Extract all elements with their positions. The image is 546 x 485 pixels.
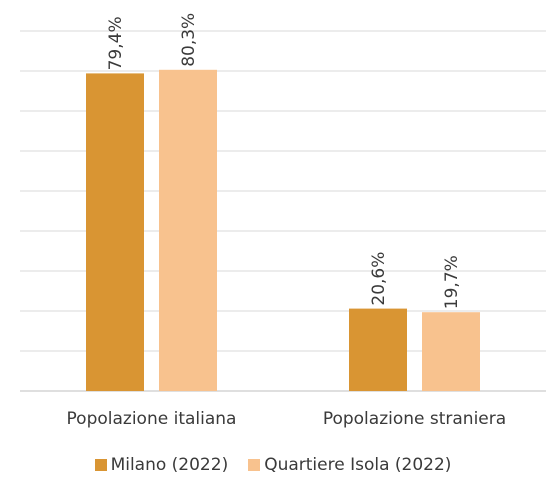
bar-2-1 [159,69,217,392]
data-labels: 79,4% 80,3% 20,6% 19,7% [106,13,462,309]
legend-entry: Milano (2022) [94,455,229,475]
category-tick-labels: Popolazione italiana Popolazione stranier… [67,409,507,429]
bars [86,69,480,392]
legend-entry: Quartiere Isola (2022) [248,455,451,475]
data-label: 79,4% [106,16,126,70]
data-label: 20,6% [369,252,389,306]
bar-1-1 [86,73,144,392]
bar-2-2 [422,312,480,391]
legend: Milano (2022) Quartiere Isola (2022) [0,455,546,475]
category-label: Popolazione straniera [323,409,506,429]
legend-label: Quartiere Isola (2022) [264,455,452,475]
data-label: 19,7% [442,255,462,309]
legend-swatch [94,459,107,471]
legend-label: Milano (2022) [110,455,229,475]
bar-1-2 [349,308,407,391]
legend-swatch [248,459,261,471]
category-label: Popolazione italiana [67,409,237,429]
data-label: 80,3% [179,13,199,67]
bar-chart: 79,4% 80,3% 20,6% 19,7% Popolazione italian… [20,13,546,429]
